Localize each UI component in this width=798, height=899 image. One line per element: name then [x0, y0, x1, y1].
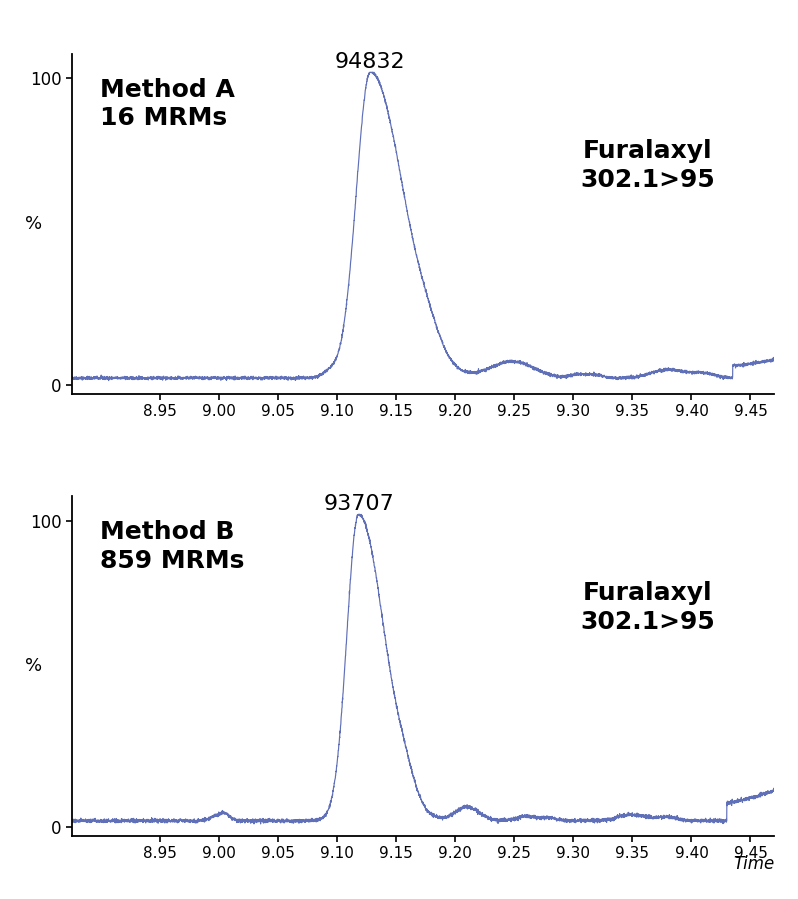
Text: %: %	[25, 215, 41, 233]
Text: Furalaxyl
302.1>95: Furalaxyl 302.1>95	[580, 581, 715, 634]
Text: Method B
859 MRMs: Method B 859 MRMs	[100, 520, 244, 573]
Text: 93707: 93707	[323, 494, 394, 514]
Text: Time: Time	[733, 855, 774, 873]
Text: 94832: 94832	[335, 52, 405, 72]
Text: Furalaxyl
302.1>95: Furalaxyl 302.1>95	[580, 139, 715, 191]
Text: %: %	[25, 657, 41, 675]
Text: Method A
16 MRMs: Method A 16 MRMs	[100, 77, 235, 130]
